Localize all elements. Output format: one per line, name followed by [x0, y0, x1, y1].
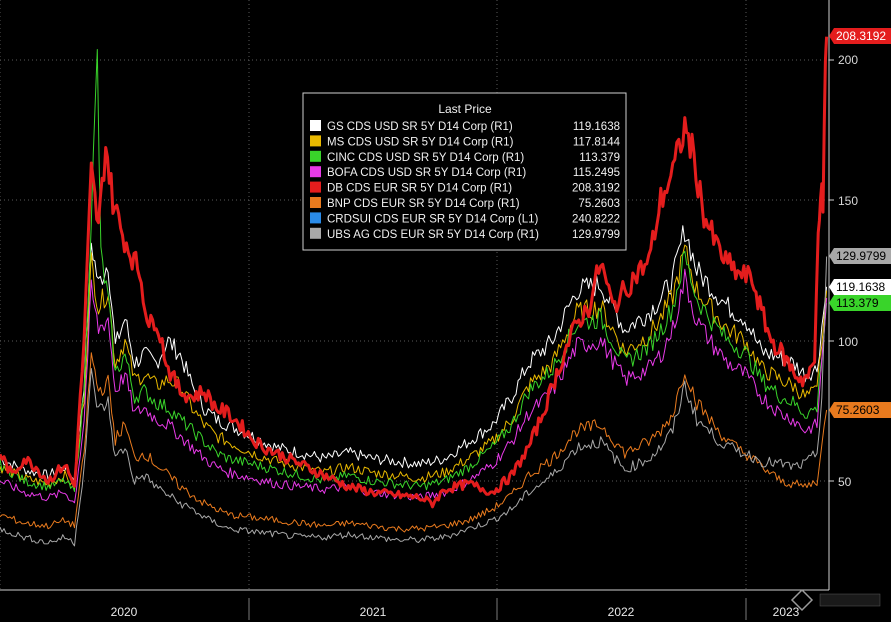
legend-label: CRDSUI CDS EUR SR 5Y D14 Corp (L1) — [327, 213, 538, 225]
watermark-logo — [790, 588, 881, 612]
legend-swatch — [310, 150, 321, 162]
legend-swatch — [310, 120, 321, 131]
legend-label: DB CDS EUR SR 5Y D14 Corp (R1) — [327, 183, 512, 195]
tag-text: 208.3192 — [836, 29, 886, 43]
legend-swatch — [310, 227, 321, 239]
legend-value: 115.2495 — [573, 167, 620, 179]
last-value-tag: 208.3192 — [829, 28, 891, 44]
legend-value: 113.379 — [579, 152, 620, 164]
legend-box — [302, 92, 627, 251]
series-line — [0, 49, 828, 492]
legend-value: 117.8144 — [573, 136, 621, 148]
legend-value: 240.8222 — [572, 213, 620, 225]
legend-label: BNP CDS EUR SR 5Y D14 Corp (R1) — [327, 198, 520, 210]
y-tick-label: 150 — [838, 194, 858, 208]
tag-shape — [829, 402, 891, 418]
last-value-tags: 208.3192 129.9799 119.1638 113.379 75.2603 — [829, 28, 891, 418]
legend-label: MS CDS USD SR 5Y D14 Corp (R1) — [327, 136, 514, 148]
legend-value: 75.2603 — [578, 198, 620, 210]
x-label-2022: 2022 — [608, 605, 635, 619]
legend-swatch — [310, 212, 321, 224]
legend-swatch — [310, 135, 321, 147]
legend-label: CINC CDS USD SR 5Y D14 Corp (R1) — [327, 152, 524, 164]
tag-shape — [829, 295, 891, 311]
x-label-2023: 2023 — [773, 605, 800, 619]
legend-label: GS CDS USD SR 5Y D14 Corp (R1) — [327, 121, 513, 133]
series-line — [0, 268, 828, 504]
legend-label: BOFA CDS USD SR 5Y D14 Corp (R1) — [327, 167, 526, 179]
x-label-2021: 2021 — [360, 605, 387, 619]
tag-shape — [829, 28, 891, 44]
y-axis: 200 150 100 50 — [829, 53, 858, 489]
tag-text: 113.379 — [836, 296, 879, 310]
legend-title: Last Price — [438, 102, 492, 116]
x-axis: 2020 2021 2022 2023 — [111, 598, 800, 620]
last-value-tag: 129.9799 — [829, 248, 891, 264]
series-layer — [0, 36, 829, 547]
legend-value: 208.3192 — [572, 183, 620, 195]
tag-text: 75.2603 — [836, 403, 880, 417]
tag-text: 119.1638 — [836, 280, 885, 294]
legend-swatch — [310, 181, 321, 193]
series-line — [0, 36, 829, 509]
x-label-2020: 2020 — [111, 605, 138, 619]
series-line — [0, 244, 828, 490]
legend-value: 129.9799 — [572, 229, 620, 241]
legend-value: 119.1638 — [573, 121, 620, 133]
tag-text: 129.9799 — [836, 249, 886, 263]
tag-shape — [829, 248, 891, 264]
series-line — [0, 256, 828, 547]
logo-mark-icon — [819, 593, 881, 607]
legend-rows: GS CDS USD SR 5Y D14 Corp (R1) 119.1638 MS… — [310, 120, 621, 241]
y-tick-label: 50 — [838, 475, 852, 489]
series-line — [0, 352, 828, 533]
last-value-tag: 113.379 — [829, 295, 891, 311]
legend: Last Price GS CDS USD SR 5Y D14 Corp (R1… — [302, 92, 627, 251]
last-value-tag: 119.1638 — [829, 279, 891, 295]
tag-shape — [829, 279, 891, 295]
legend-label: UBS AG CDS EUR SR 5Y D14 Corp (R1) — [327, 229, 539, 241]
last-value-tag: 75.2603 — [829, 402, 891, 418]
logo-diamond-icon — [790, 588, 814, 612]
legend-swatch — [310, 166, 321, 178]
series-line — [0, 225, 828, 484]
legend-swatch — [310, 197, 321, 208]
y-tick-label: 200 — [838, 53, 858, 67]
y-tick-label: 100 — [838, 335, 858, 349]
